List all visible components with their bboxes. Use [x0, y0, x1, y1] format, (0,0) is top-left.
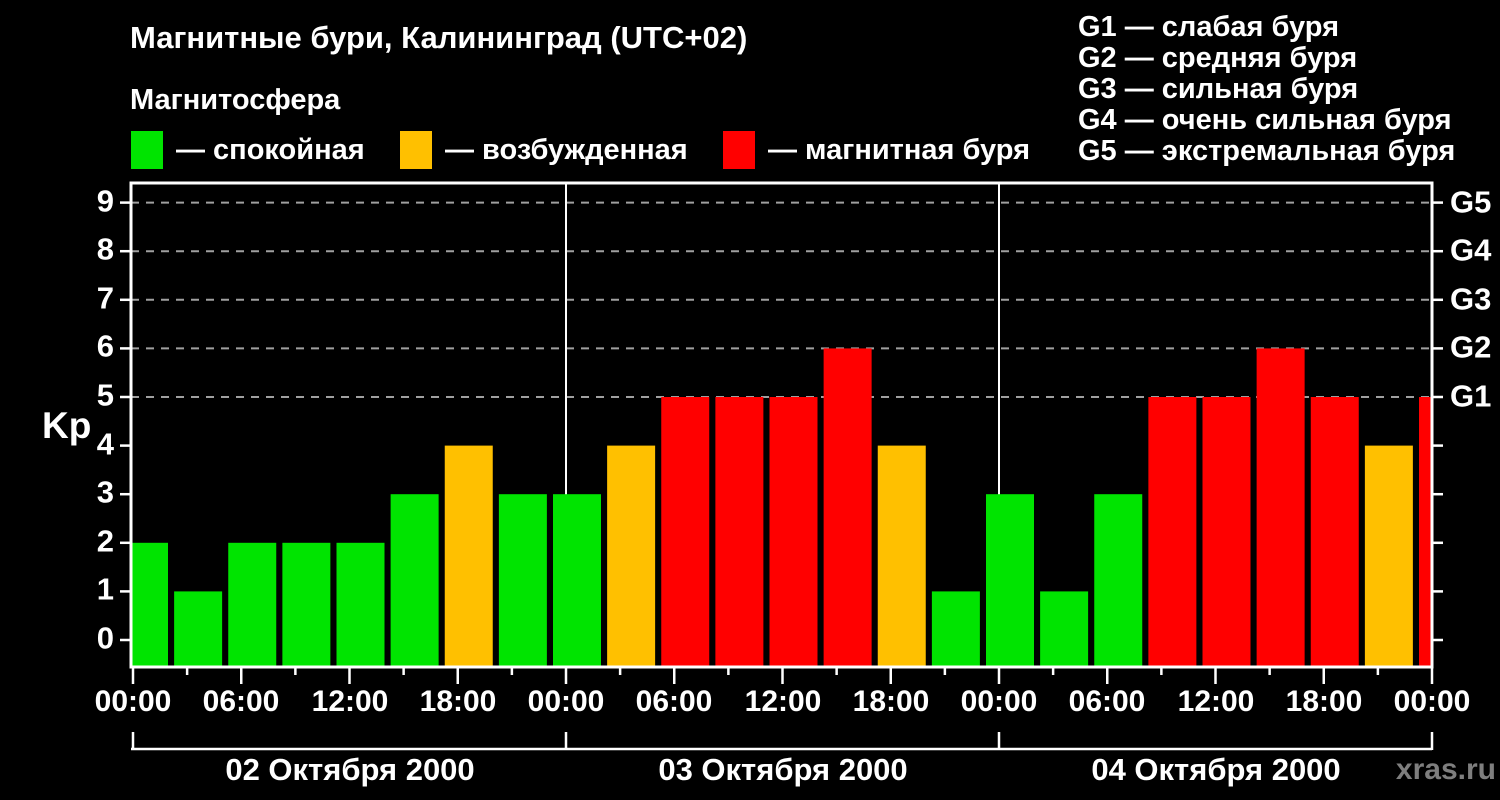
g-legend-line: G4 — очень сильная буря [1078, 104, 1452, 136]
y-axis-tick-label: 1 [96, 571, 114, 607]
x-axis-time-label: 00:00 [527, 685, 605, 718]
y-axis-tick-label: 7 [96, 280, 114, 316]
x-axis-time-label: 06:00 [635, 685, 713, 718]
x-axis-time-label: 06:00 [1068, 685, 1146, 718]
g-scale-legend: G1 — слабая буря G2 — средняя буря G3 — … [1078, 12, 1455, 167]
g-legend-line: G3 — сильная буря [1078, 73, 1359, 105]
x-axis-time-label: 06:00 [202, 685, 280, 718]
x-axis-time-label: 00:00 [94, 685, 172, 718]
page-title: Магнитные бури, Калининград (UTC+02) [130, 20, 748, 55]
legend-item-label: — спокойная [176, 133, 365, 166]
watermark: xras.ru [1395, 753, 1496, 786]
x-axis-time-label: 00:00 [1393, 685, 1471, 718]
y-axis-title: Kp [42, 405, 92, 446]
g-legend-line: G5 — экстремальная буря [1078, 135, 1456, 167]
g-axis-label: G5 [1450, 184, 1492, 220]
y-axis-tick-label: 4 [96, 426, 114, 462]
x-axis-time-label: 00:00 [960, 685, 1038, 718]
y-axis-tick-label: 8 [96, 231, 114, 267]
legend-title: Магнитосфера [130, 84, 341, 116]
x-axis-time-label: 12:00 [311, 685, 389, 718]
legend-item-storm: — магнитная буря [723, 131, 1030, 169]
y-axis-tick-label: 5 [96, 377, 114, 413]
x-axis-time-label: 18:00 [852, 685, 930, 718]
g-axis-label: G3 [1450, 281, 1492, 317]
calm-swatch-icon [131, 131, 163, 169]
g-legend-line: G2 — средняя буря [1078, 42, 1358, 74]
y-axis-tick-label: 2 [96, 523, 114, 559]
storm-swatch-icon [723, 131, 755, 169]
g-axis-label: G4 [1450, 232, 1492, 268]
x-axis-time-label: 12:00 [744, 685, 822, 718]
y-axis-tick-label: 9 [96, 183, 114, 219]
g-axis-label: G1 [1450, 378, 1492, 414]
excited-swatch-icon [400, 131, 432, 169]
x-axis-time-label: 18:00 [1285, 685, 1363, 718]
date-label: 04 Октября 2000 [1091, 752, 1341, 787]
x-axis-time-label: 12:00 [1177, 685, 1255, 718]
y-axis-tick-label: 0 [96, 620, 114, 656]
g-legend-line: G1 — слабая буря [1078, 11, 1340, 43]
date-label: 03 Октября 2000 [658, 752, 908, 787]
legend-item-label: — возбужденная [445, 133, 688, 166]
x-axis-time-label: 18:00 [419, 685, 497, 718]
legend-item-calm: — спокойная [131, 131, 365, 169]
date-label: 02 Октября 2000 [225, 752, 475, 787]
y-axis-tick-label: 3 [96, 474, 114, 510]
legend-item-excited: — возбужденная [400, 131, 688, 169]
g-axis-label: G2 [1450, 329, 1492, 365]
y-axis-tick-label: 6 [96, 328, 114, 364]
legend-item-label: — магнитная буря [768, 133, 1031, 166]
